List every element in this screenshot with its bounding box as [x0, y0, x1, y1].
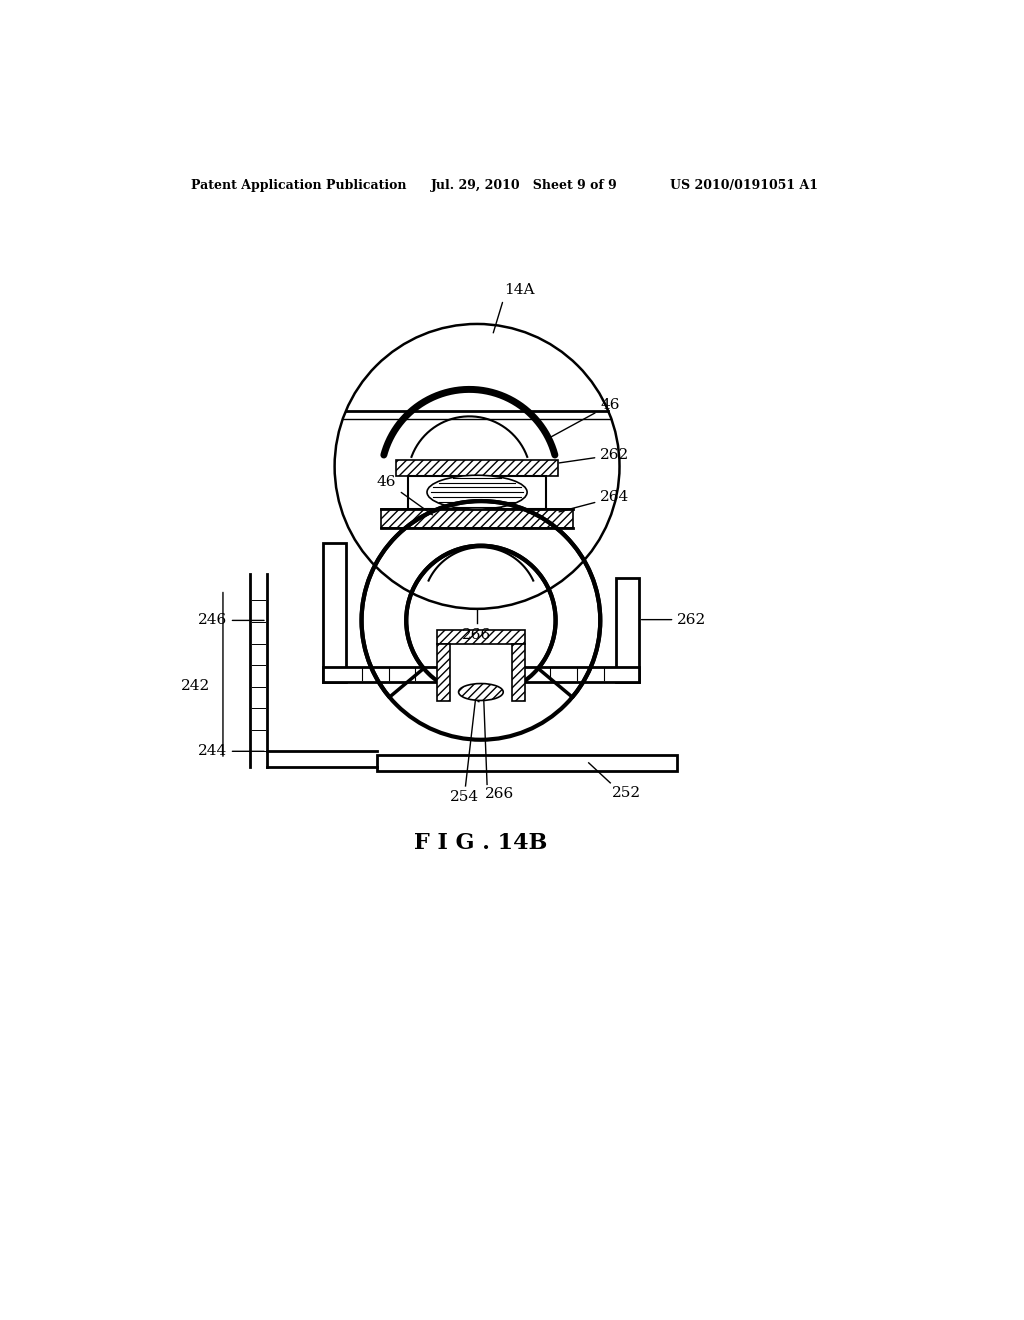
Text: 262: 262 — [559, 447, 630, 463]
Text: 266: 266 — [484, 788, 514, 801]
Text: Patent Application Publication: Patent Application Publication — [190, 178, 407, 191]
Text: US 2010/0191051 A1: US 2010/0191051 A1 — [670, 178, 817, 191]
Circle shape — [335, 323, 620, 609]
Text: Jul. 29, 2010   Sheet 9 of 9: Jul. 29, 2010 Sheet 9 of 9 — [431, 178, 617, 191]
Text: 246: 246 — [198, 614, 264, 627]
Bar — [377, 755, 677, 771]
Text: 254: 254 — [451, 789, 479, 804]
Text: 46: 46 — [377, 475, 432, 515]
Bar — [396, 461, 558, 475]
Bar — [408, 475, 547, 508]
Text: 242: 242 — [180, 678, 210, 693]
Polygon shape — [389, 668, 572, 739]
Circle shape — [407, 545, 556, 696]
Text: 46: 46 — [549, 397, 620, 438]
Text: 262: 262 — [642, 612, 707, 627]
Bar — [436, 631, 525, 644]
Ellipse shape — [459, 684, 503, 701]
Bar — [323, 667, 639, 682]
Text: F I G . 14B: F I G . 14B — [415, 832, 548, 854]
Text: 266: 266 — [463, 628, 492, 642]
Bar — [436, 644, 450, 701]
Text: 14A: 14A — [494, 282, 535, 333]
Text: F I G . 14A: F I G . 14A — [411, 659, 543, 681]
Text: 252: 252 — [611, 785, 641, 800]
Bar — [381, 508, 573, 528]
Bar — [323, 544, 346, 682]
Ellipse shape — [427, 475, 527, 510]
Text: 264: 264 — [559, 490, 630, 512]
Bar — [615, 578, 639, 682]
Bar — [512, 644, 525, 701]
Circle shape — [361, 502, 600, 739]
Bar — [450, 644, 512, 701]
Text: 244: 244 — [198, 744, 264, 758]
